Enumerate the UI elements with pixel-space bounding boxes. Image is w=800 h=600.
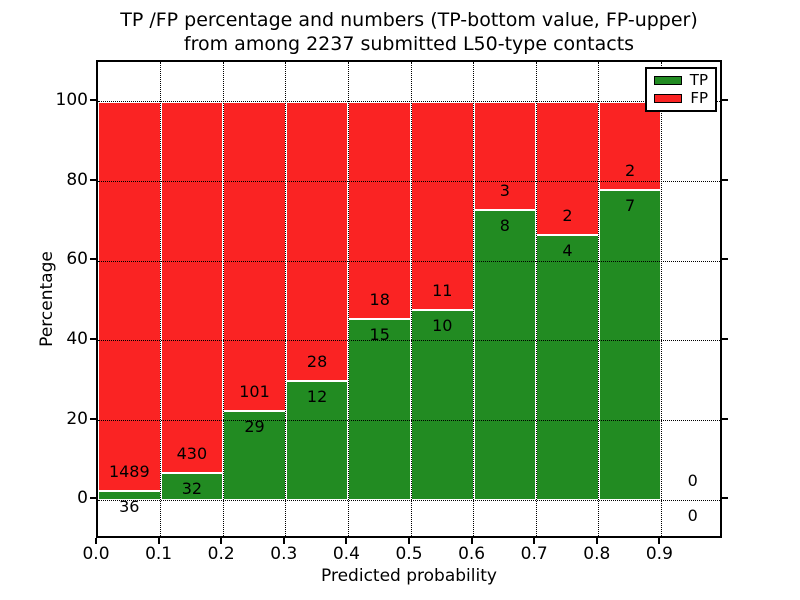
x-tick-label: 0.6	[458, 544, 486, 564]
h-gridline	[98, 260, 720, 262]
tp-count-label: 8	[499, 216, 510, 236]
fp-bar-segment	[160, 101, 224, 473]
tp-count-label: 15	[369, 325, 390, 345]
y-tick-label: 80	[66, 169, 88, 190]
plot-area: 1489 36 430 32 101 29 28 12 18 15 11 10 3 8 2 4 2 7 0 0	[96, 60, 722, 538]
v-gridline	[285, 62, 287, 536]
tp-count-label: 32	[181, 478, 203, 498]
x-tick-mark	[345, 538, 348, 544]
x-tick-mark	[658, 538, 661, 544]
y-tick-mark	[90, 258, 96, 261]
h-gridline	[98, 499, 720, 501]
x-tick-mark	[470, 538, 473, 544]
tp-count-label: 12	[306, 386, 328, 406]
fp-bar-segment	[98, 101, 161, 491]
fp-count-label: 1489	[108, 461, 150, 481]
v-gridline	[598, 62, 600, 536]
fp-count-label: 3	[499, 181, 510, 201]
y-tick-mark	[90, 178, 96, 181]
v-gridline	[160, 62, 162, 536]
fp-count-label: 18	[369, 290, 390, 310]
y-tick-mark	[90, 417, 96, 420]
fp-bar-segment	[598, 101, 662, 191]
x-tick-label: 0.0	[82, 544, 110, 564]
y-tick-mark	[90, 497, 96, 500]
y-tick-label: 60	[66, 249, 88, 270]
fp-bar-segment	[223, 101, 286, 412]
x-tick-mark	[595, 538, 598, 544]
x-tick-label: 0.2	[207, 544, 235, 564]
legend-swatch-tp-icon	[654, 75, 682, 85]
fp-bar-segment	[411, 101, 474, 311]
tp-count-label: 10	[432, 316, 453, 336]
x-tick-label: 0.1	[145, 544, 173, 564]
x-tick-mark	[408, 538, 410, 544]
h-gridline	[98, 101, 720, 103]
x-tick-mark	[282, 538, 285, 544]
fp-count-label: 11	[432, 281, 453, 301]
fp-count-label: 0	[687, 471, 698, 491]
y-tick-mark	[722, 417, 728, 420]
v-gridline	[410, 62, 412, 536]
legend: TP FP	[645, 67, 717, 112]
h-gridline	[98, 420, 720, 421]
tp-bar-segment	[536, 234, 599, 501]
y-tick-mark	[90, 98, 96, 101]
x-tick-label: 0.9	[645, 544, 673, 564]
y-tick-mark	[90, 337, 96, 340]
tp-count-label: 4	[562, 240, 573, 260]
fp-count-label: 2	[562, 205, 573, 225]
fp-bar-segment	[348, 101, 411, 320]
legend-row-tp: TP	[654, 70, 708, 89]
legend-label-fp: FP	[690, 89, 708, 108]
y-tick-mark	[722, 497, 728, 500]
x-tick-label: 0.3	[270, 544, 298, 564]
x-tick-mark	[157, 538, 160, 544]
x-tick-mark	[95, 538, 97, 544]
h-gridline	[98, 181, 720, 182]
tp-count-label: 0	[687, 506, 698, 526]
tp-count-label: 7	[625, 196, 636, 216]
fp-count-label: 101	[239, 382, 270, 402]
y-tick-mark	[722, 178, 728, 181]
x-tick-label: 0.8	[583, 544, 611, 564]
h-gridline	[98, 340, 720, 342]
tp-count-label: 29	[244, 417, 265, 437]
chart-title-line1: TP /FP percentage and numbers (TP-bottom…	[120, 9, 698, 31]
tp-bar-segment	[473, 210, 537, 501]
v-gridline	[347, 62, 349, 536]
y-tick-mark	[722, 258, 728, 261]
fp-count-label: 2	[625, 161, 636, 181]
legend-label-tp: TP	[689, 70, 708, 89]
x-tick-mark	[533, 538, 536, 544]
legend-swatch-fp-icon	[654, 94, 682, 104]
x-tick-label: 0.4	[332, 544, 360, 564]
legend-row-fp: FP	[654, 90, 708, 107]
v-gridline	[660, 62, 662, 536]
tp-bar-segment	[411, 310, 474, 501]
fp-count-label: 430	[176, 443, 208, 463]
x-tick-mark	[220, 538, 223, 544]
tp-bar-segment	[348, 319, 411, 501]
v-gridline	[222, 62, 224, 536]
x-axis-label: Predicted probability	[321, 566, 497, 586]
v-gridline	[473, 62, 475, 536]
fp-count-label: 28	[306, 351, 328, 371]
x-tick-label: 0.5	[395, 544, 423, 564]
chart-title-line2: from among 2237 submitted L50-type conta…	[183, 33, 635, 55]
y-tick-label: 40	[66, 328, 88, 349]
y-tick-mark	[722, 98, 728, 101]
y-tick-label: 100	[55, 89, 88, 110]
v-gridline	[535, 62, 537, 536]
y-tick-label: 20	[66, 408, 88, 429]
x-tick-label: 0.7	[520, 544, 548, 564]
fp-bar-segment	[285, 101, 349, 381]
tp-count-label: 36	[119, 496, 140, 516]
y-tick-label: 0	[77, 488, 88, 509]
chart-title: TP /FP percentage and numbers (TP-bottom…	[96, 8, 722, 56]
y-tick-mark	[722, 337, 728, 340]
tp-bar-segment	[598, 190, 662, 501]
